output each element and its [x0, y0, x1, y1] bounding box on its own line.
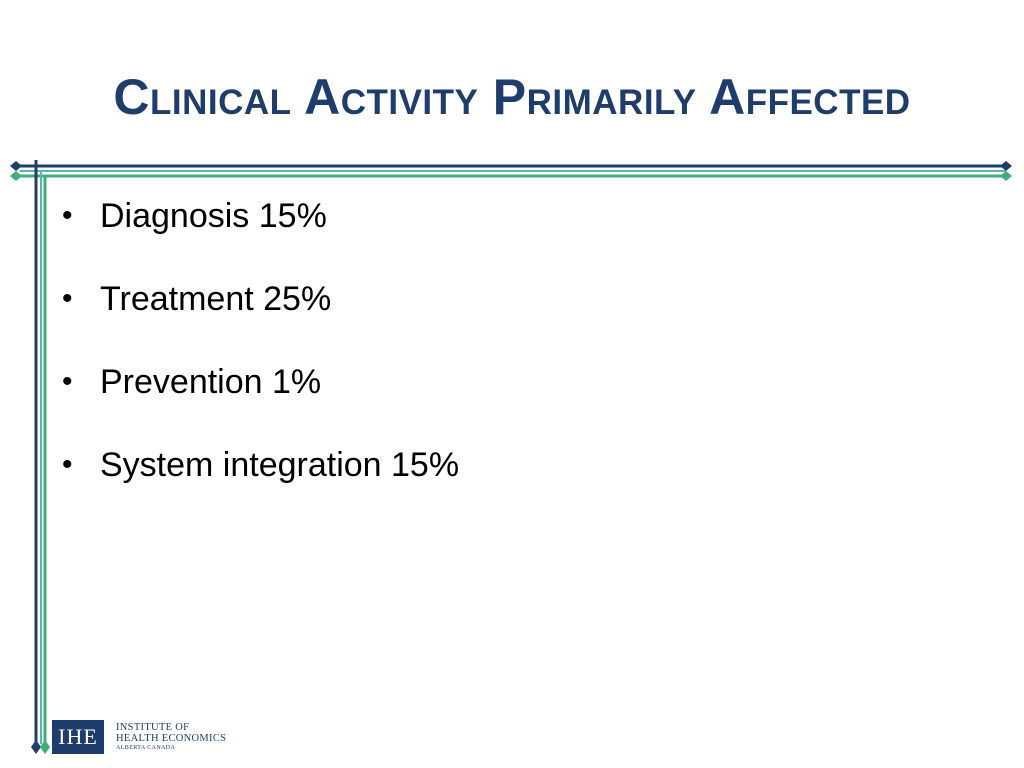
ihe-logo-wordmark: INSTITUTE OF HEALTH ECONOMICS ALBERTA CA… — [116, 722, 226, 752]
logo-line-institute: INSTITUTE OF — [116, 722, 190, 733]
frame-left-navy-diamond — [10, 161, 22, 171]
bullet-list: • Diagnosis 15% • Treatment 25% • Preven… — [62, 190, 459, 522]
bullet-item: • System integration 15% — [62, 439, 459, 522]
slide-title: Clinical Activity Primarily Affected — [113, 69, 911, 125]
bullet-text: System integration 15% — [100, 446, 460, 484]
bullet-dot: • — [62, 365, 73, 398]
logo-line-health-economics: HEALTH ECONOMICS — [116, 733, 227, 744]
bullet-item: • Prevention 1% — [62, 356, 459, 439]
ihe-logo-mark: IHE — [52, 720, 104, 754]
frame-bottom-navy-diamond — [31, 740, 41, 754]
frame-left-green-diamond — [10, 171, 22, 181]
bullet-item: • Treatment 25% — [62, 273, 459, 356]
frame-right-navy-diamond — [1000, 161, 1012, 171]
frame-right-green-diamond — [1000, 171, 1012, 181]
logo-line-alberta-canada: ALBERTA CANADA — [116, 745, 176, 751]
bullet-dot: • — [62, 448, 73, 481]
bullet-item: • Diagnosis 15% — [62, 190, 459, 273]
bullet-dot: • — [62, 282, 73, 315]
bullet-text: Prevention 1% — [100, 363, 322, 401]
bullet-text: Treatment 25% — [100, 280, 332, 318]
frame-bottom-green-diamond — [40, 740, 50, 754]
bullet-dot: • — [62, 199, 73, 232]
bullet-text: Diagnosis 15% — [100, 197, 327, 235]
